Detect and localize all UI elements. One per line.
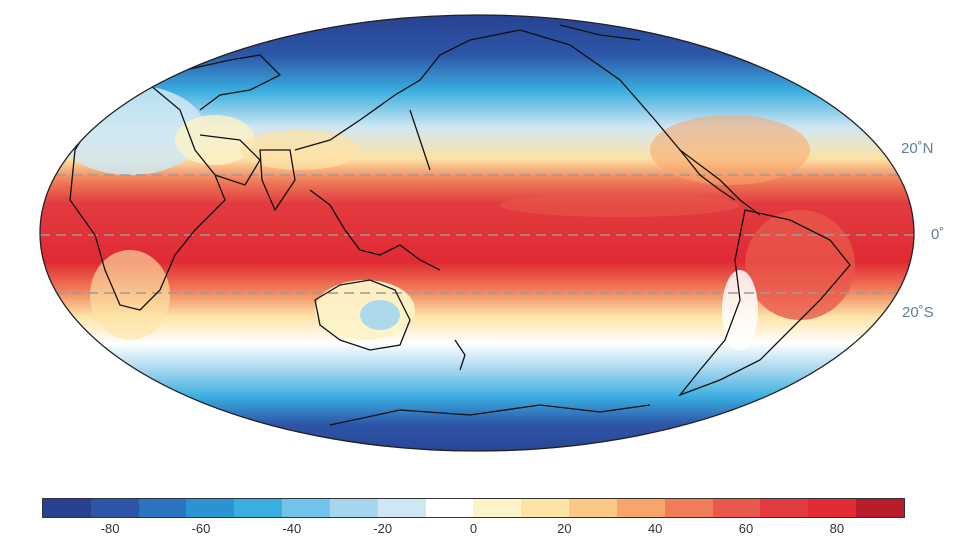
colorbar-segment: [90, 499, 139, 517]
globe-outline: [39, 14, 915, 452]
coastline-east-asia: [294, 29, 521, 151]
colorbar-segment: [664, 499, 713, 517]
colorbar-tick-label: -20: [373, 521, 393, 536]
latitude-label-20s: 20˚S: [902, 304, 934, 321]
colorbar-tick-label: 20: [557, 521, 572, 536]
colorbar-tick-label: 40: [647, 521, 663, 536]
colorbar-segment: [473, 499, 522, 517]
colorbar-segment: [282, 499, 330, 517]
colorbar-segment: [425, 499, 474, 517]
colorbar-segment: [377, 499, 426, 517]
colorbar-segment: [234, 499, 283, 517]
colorbar-segment: [138, 499, 187, 517]
colorbar-segment: [808, 499, 857, 517]
coastlines: [69, 24, 851, 426]
colorbar-tick-label: 0: [469, 521, 478, 536]
colorbar-tick-label: -40: [282, 521, 302, 536]
south-america-wet-region: [745, 210, 855, 320]
colorbar-segment: [569, 499, 617, 517]
pacific-cold-tongue: [500, 193, 740, 217]
coastline-south-america: [678, 209, 851, 397]
southern-africa-region: [90, 250, 170, 340]
coastline-southeast-asia: [309, 189, 441, 271]
colorbar-segment: [329, 499, 378, 517]
colorbar-tick-label: -80: [100, 521, 120, 536]
arabia-dry-region: [175, 115, 255, 165]
map-field: [40, 15, 914, 451]
world-map: [39, 14, 915, 452]
colorbar-segment: [186, 499, 235, 517]
coastline-africa: [69, 84, 226, 311]
colorbar-segment: [856, 499, 904, 517]
north-america-region: [650, 115, 810, 185]
coastline-north-america: [519, 29, 736, 201]
coastline-central-america: [679, 149, 761, 216]
colorbar-segment: [43, 499, 91, 517]
colorbar-segment: [760, 499, 809, 517]
colorbar-tick-label: -60: [191, 521, 211, 536]
west-south-america-dry-region: [722, 270, 758, 350]
colorbar-segment: [521, 499, 570, 517]
colorbar-segment: [712, 499, 761, 517]
coastline-arabia: [199, 134, 261, 186]
coastline-australia: [314, 279, 411, 351]
coastline-japan: [409, 109, 431, 171]
colorbar-tick-label: 60: [738, 521, 754, 536]
colorbar-tick-label: 80: [829, 521, 845, 536]
coastline-india: [259, 149, 296, 212]
latitude-label-equator: 0˚: [931, 226, 945, 243]
coastline-new-zealand: [454, 339, 466, 371]
coastline-antarctica: [329, 404, 651, 426]
australia-interior-region: [360, 300, 400, 330]
latitude-label-20n: 20˚N: [901, 140, 934, 157]
coastline-europe: [149, 54, 282, 111]
coastline-greenland: [559, 24, 641, 41]
colorbar: [42, 498, 905, 518]
colorbar-segment: [616, 499, 665, 517]
